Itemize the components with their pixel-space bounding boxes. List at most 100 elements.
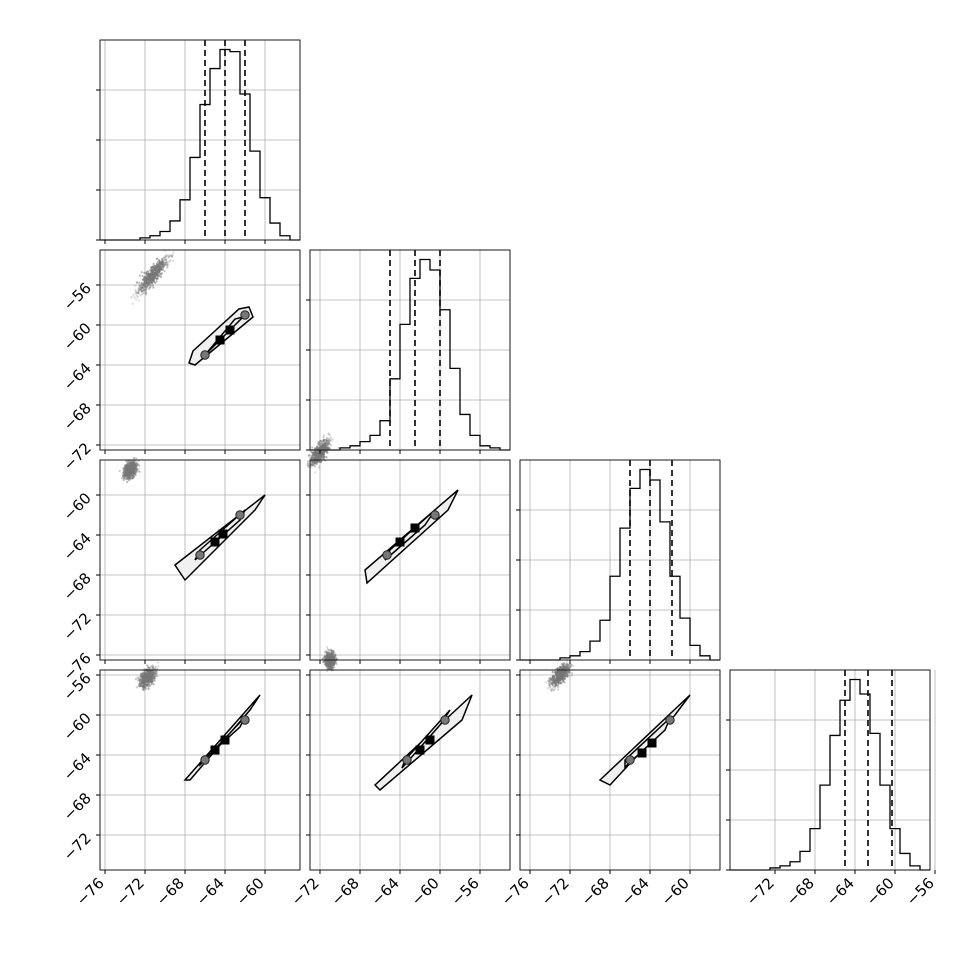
sample-point (149, 284, 153, 287)
sample-point (139, 289, 142, 292)
sample-point (320, 453, 323, 456)
sample-point (131, 468, 134, 471)
sample-point (144, 674, 147, 677)
sample-point (549, 682, 552, 685)
sample-point (314, 471, 317, 474)
sample-point (140, 283, 143, 286)
sample-point (331, 654, 334, 658)
sample-point (165, 255, 168, 258)
sample-point (124, 477, 128, 481)
sample-point (552, 681, 555, 685)
sample-point (324, 446, 328, 449)
sample-point (325, 652, 328, 656)
sample-point (327, 440, 331, 443)
sample-point (311, 462, 314, 466)
sample-point (149, 269, 152, 272)
y-tick-label: −60 (60, 709, 95, 744)
sample-point (138, 284, 141, 287)
x-tick-label: −68 (578, 874, 613, 909)
sample-point (150, 267, 153, 271)
quantile-marker (625, 755, 635, 765)
sample-point (164, 263, 167, 266)
sample-point (140, 286, 143, 290)
sample-point (156, 277, 159, 280)
sample-point (146, 274, 149, 278)
sample-point (324, 445, 327, 448)
sample-point (337, 446, 340, 449)
sample-point (560, 674, 563, 678)
density-peak (415, 745, 425, 755)
sample-point (140, 284, 143, 287)
sample-point (563, 681, 566, 684)
sample-point (327, 442, 330, 445)
sample-point (139, 685, 142, 688)
sample-point (554, 683, 557, 686)
sample-point (324, 441, 327, 445)
sample-point (558, 675, 561, 678)
sample-point (562, 661, 566, 665)
sample-point (548, 683, 551, 686)
sample-point (321, 456, 324, 459)
sample-point (319, 440, 322, 443)
sample-point (135, 468, 138, 472)
sample-point (316, 456, 319, 459)
sample-point (569, 663, 572, 666)
sample-point (144, 279, 148, 282)
sample-point (561, 662, 564, 665)
sample-point (140, 678, 143, 681)
sample-point (561, 679, 565, 682)
sample-point (154, 667, 157, 670)
sample-point (127, 473, 130, 476)
sample-point (160, 261, 163, 264)
sample-point (323, 445, 326, 448)
sample-point (151, 277, 154, 281)
sample-point (154, 670, 157, 673)
sample-point (138, 281, 141, 284)
sample-point (554, 684, 558, 687)
sample-point (145, 281, 148, 284)
sample-point (556, 678, 559, 681)
sample-point (557, 688, 560, 691)
density-peak (410, 523, 420, 533)
sample-point (139, 287, 142, 290)
sample-point (143, 285, 146, 288)
density-peak (637, 748, 647, 758)
sample-point (307, 461, 310, 464)
sample-point (563, 677, 566, 681)
sample-point (318, 442, 321, 445)
sample-point (147, 678, 150, 681)
sample-point (325, 439, 328, 443)
sample-point (313, 463, 316, 466)
sample-point (143, 671, 146, 674)
sample-point (160, 263, 163, 266)
sample-point (133, 296, 136, 299)
sample-point (557, 686, 560, 689)
x-tick-label: −68 (783, 874, 818, 909)
sample-point (313, 460, 316, 464)
quantile-marker (200, 755, 210, 765)
sample-point (331, 438, 334, 441)
sample-point (548, 684, 551, 687)
sample-point (141, 285, 144, 288)
sample-point (333, 662, 336, 665)
sample-point (560, 671, 563, 674)
sample-point (143, 289, 147, 292)
sample-point (137, 470, 140, 473)
sample-point (142, 688, 145, 691)
sample-point (559, 678, 562, 681)
density-peak (215, 335, 225, 345)
sample-point (328, 649, 331, 652)
sample-point (156, 257, 159, 260)
sample-point (326, 665, 329, 668)
sample-point (147, 687, 150, 691)
sample-point (145, 277, 148, 280)
sample-point (148, 674, 152, 677)
sample-point (152, 670, 155, 673)
sample-point (312, 463, 315, 466)
sample-point (325, 438, 328, 442)
sample-point (155, 264, 159, 267)
sample-point (144, 288, 147, 291)
sample-point (149, 280, 152, 283)
sample-point (332, 650, 335, 653)
sample-point (159, 261, 162, 264)
